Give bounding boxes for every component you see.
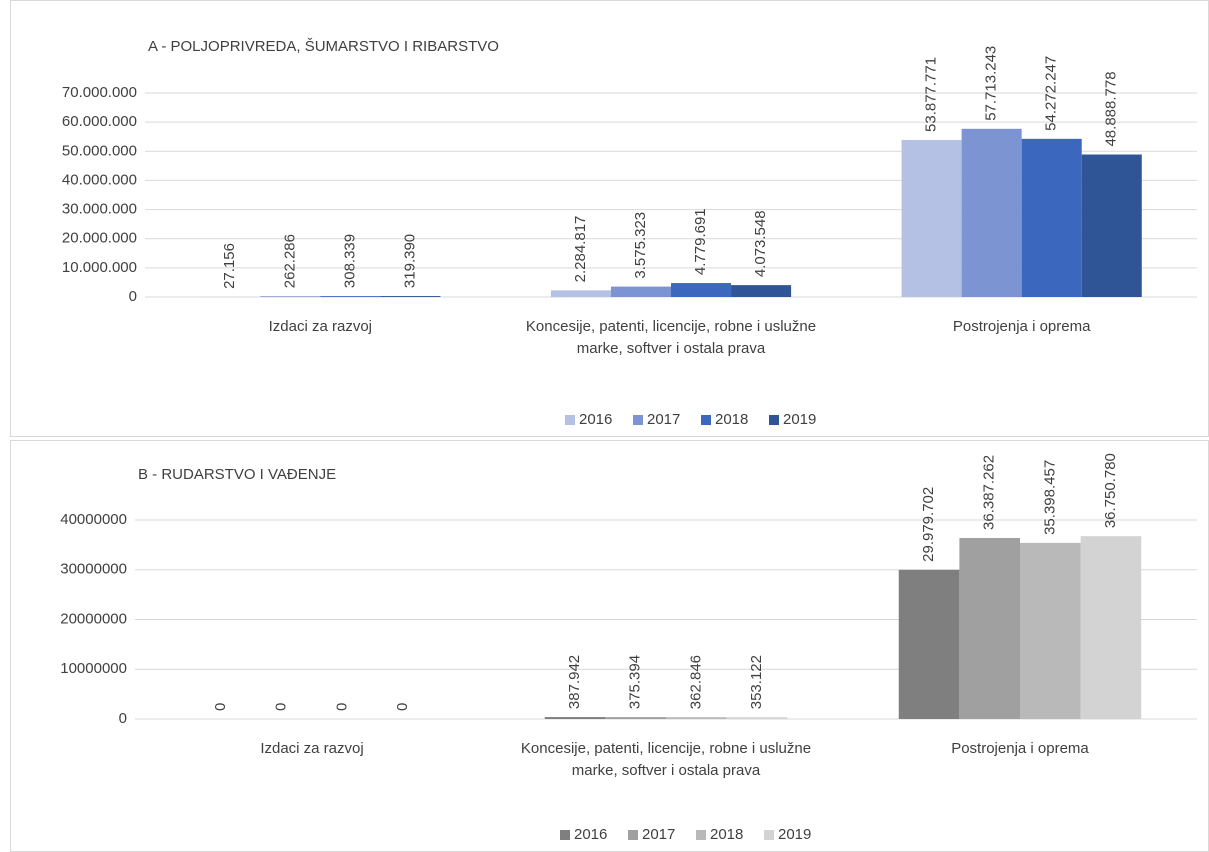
x-tick-label: Koncesije, patenti, licencije, robne i u… [525,318,817,357]
legend-swatch [701,415,711,425]
x-tick-label: Izdaci za razvoj [260,740,364,757]
data-label: 353.122 [748,655,765,709]
bar [901,139,962,297]
data-label: 29.979.702 [920,487,937,562]
bar [666,717,727,719]
y-tick-label: 20.000.000 [62,230,137,247]
data-label: 57.713.243 [983,46,1000,121]
data-label: 35.398.457 [1041,460,1058,535]
bar [1020,542,1081,719]
bar [1021,138,1082,297]
chart-title: B - RUDARSTVO I VAĐENJE [138,466,336,483]
bar [260,296,321,297]
bar [380,296,441,297]
data-label: 0 [273,703,290,711]
data-label: 262.286 [281,234,298,288]
legend-swatch [769,415,779,425]
data-label: 4.779.691 [692,208,709,275]
legend-swatch [628,830,638,840]
bar [1080,536,1142,719]
legend-label: 2018 [715,411,748,428]
data-label: 54.272.247 [1043,56,1060,131]
chart-title: A - POLJOPRIVREDA, ŠUMARSTVO I RIBARSTVO [148,38,499,55]
bar [605,717,666,719]
data-label: 48.888.778 [1103,71,1120,146]
data-label: 36.750.780 [1102,453,1119,528]
data-label: 375.394 [627,655,644,709]
bar [898,569,960,719]
bar [961,128,1022,297]
data-label: 36.387.262 [981,455,998,530]
data-label: 3.575.323 [632,212,649,279]
data-label: 0 [333,703,350,711]
legend-label: 2017 [642,826,675,843]
x-tick-label: Izdaci za razvoj [268,318,373,335]
x-tick-label: Koncesije, patenti, licencije, robne i u… [520,740,812,779]
bar [544,717,606,719]
y-tick-label: 30.000.000 [62,201,137,218]
y-tick-label: 40.000.000 [62,171,137,188]
data-label: 362.846 [687,655,704,709]
x-tick-label: Postrojenja i oprema [952,318,1091,335]
data-label: 308.339 [341,234,358,288]
data-label: 319.390 [401,234,418,288]
data-label: 0 [394,703,411,711]
bar [726,717,788,719]
bar [671,283,732,297]
bar [320,296,381,297]
bar [1081,154,1142,297]
data-label: 2.284.817 [572,216,589,283]
legend-swatch [633,415,643,425]
y-tick-label: 10.000.000 [62,259,137,276]
data-label: 4.073.548 [752,210,769,277]
bar [610,286,671,297]
y-tick-label: 30000000 [60,561,127,578]
legend-label: 2018 [710,826,743,843]
legend-label: 2016 [574,826,607,843]
y-tick-label: 0 [119,710,127,727]
bar [550,290,611,297]
bar [731,285,792,297]
y-tick-label: 70.000.000 [62,84,137,101]
legend-swatch [565,415,575,425]
y-tick-label: 40000000 [60,511,127,528]
legend-swatch [696,830,706,840]
y-tick-label: 0 [129,288,137,305]
y-tick-label: 20000000 [60,610,127,627]
legend-label: 2019 [778,826,811,843]
data-label: 0 [212,703,229,711]
data-label: 387.942 [566,655,583,709]
legend-swatch [560,830,570,840]
legend-label: 2019 [783,411,816,428]
legend-label: 2017 [647,411,680,428]
data-label: 53.877.771 [923,57,940,132]
y-tick-label: 60.000.000 [62,113,137,130]
legend-swatch [764,830,774,840]
y-tick-label: 10000000 [60,660,127,677]
data-label: 27.156 [221,243,238,289]
y-tick-label: 50.000.000 [62,142,137,159]
bar [959,537,1020,719]
x-tick-label: Postrojenja i oprema [951,740,1089,757]
legend-label: 2016 [579,411,612,428]
